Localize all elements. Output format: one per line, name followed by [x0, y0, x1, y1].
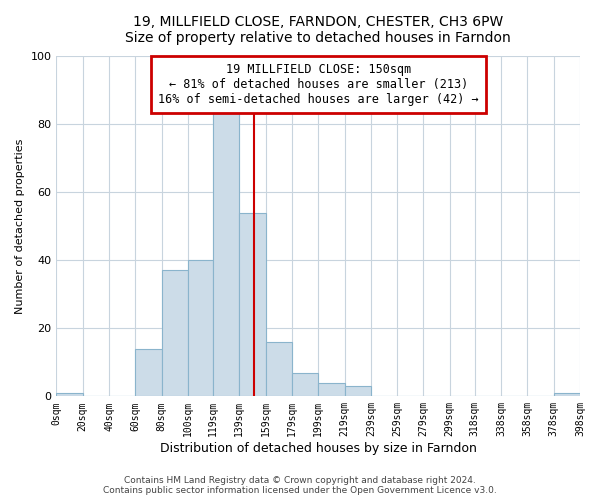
Bar	[239, 212, 266, 396]
X-axis label: Distribution of detached houses by size in Farndon: Distribution of detached houses by size …	[160, 442, 476, 455]
Bar	[161, 270, 188, 396]
Text: 19 MILLFIELD CLOSE: 150sqm
← 81% of detached houses are smaller (213)
16% of sem: 19 MILLFIELD CLOSE: 150sqm ← 81% of deta…	[158, 63, 479, 106]
Bar	[292, 372, 318, 396]
Bar	[213, 110, 239, 397]
Bar	[554, 393, 580, 396]
Y-axis label: Number of detached properties: Number of detached properties	[15, 138, 25, 314]
Text: Contains HM Land Registry data © Crown copyright and database right 2024.
Contai: Contains HM Land Registry data © Crown c…	[103, 476, 497, 495]
Bar	[136, 348, 161, 397]
Bar	[344, 386, 371, 396]
Bar	[188, 260, 213, 396]
Bar	[56, 393, 83, 396]
Bar	[266, 342, 292, 396]
Title: 19, MILLFIELD CLOSE, FARNDON, CHESTER, CH3 6PW
Size of property relative to deta: 19, MILLFIELD CLOSE, FARNDON, CHESTER, C…	[125, 15, 511, 45]
Bar	[318, 382, 344, 396]
